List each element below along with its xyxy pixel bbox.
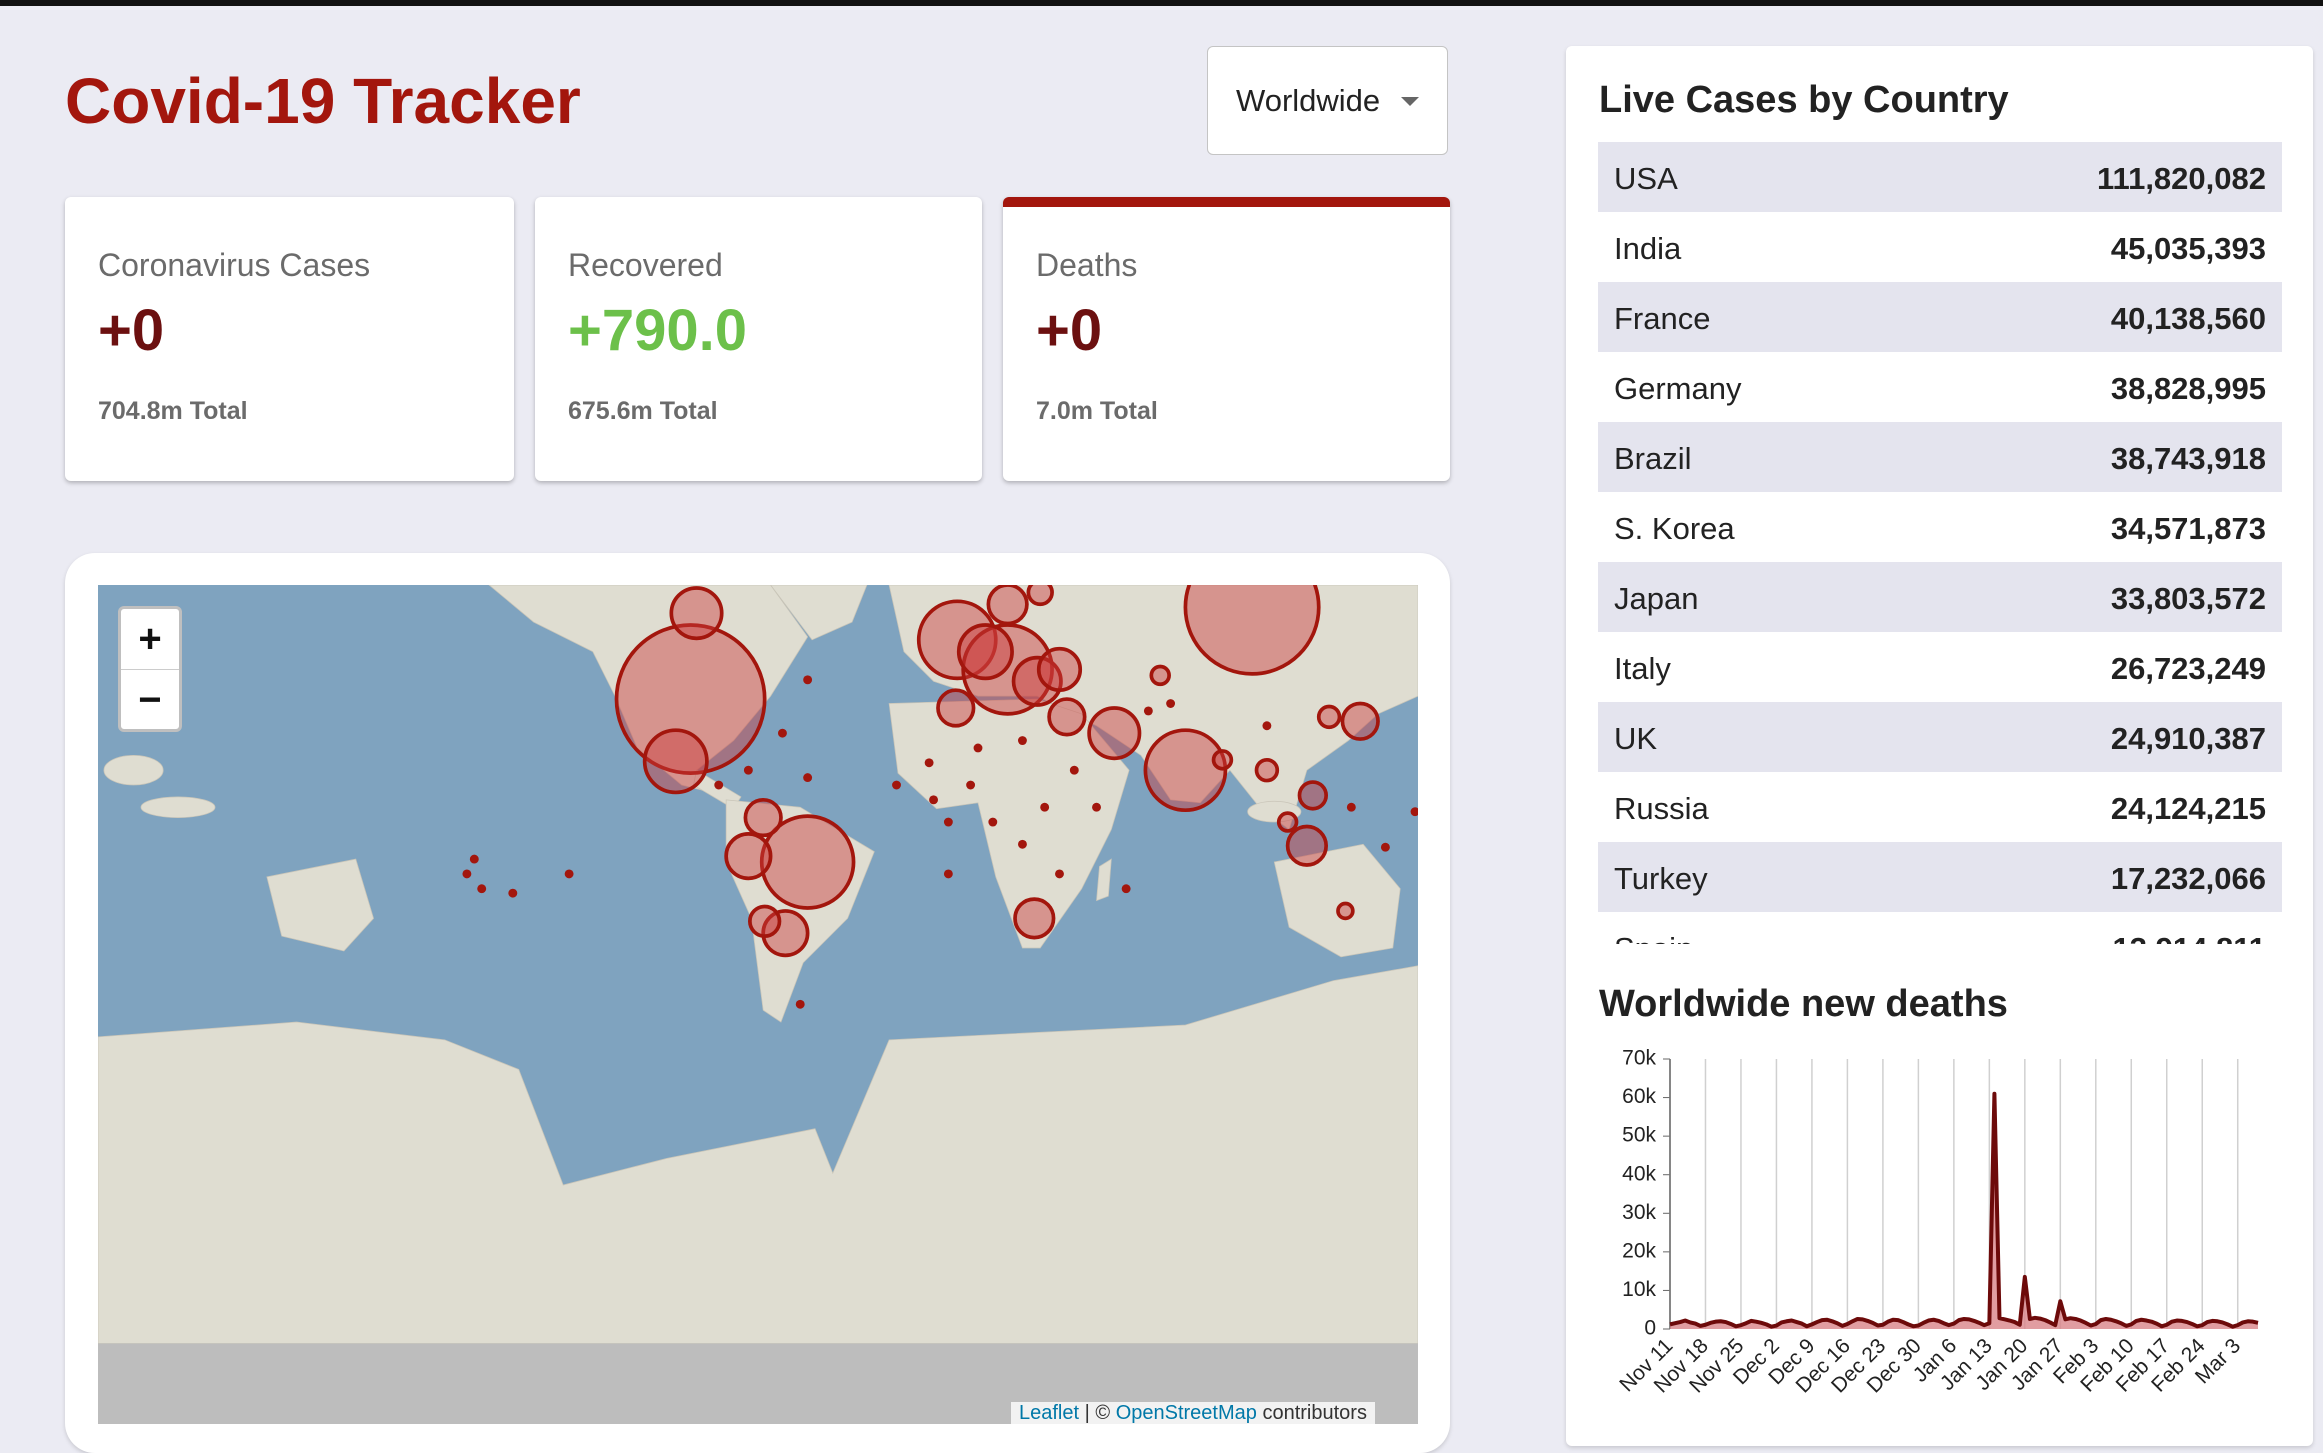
stat-card[interactable]: Recovered +790.0 675.6m Total	[535, 197, 982, 481]
line	[1669, 1091, 2259, 1329]
table-row: USA 111,820,082	[1598, 142, 2282, 212]
zoom-out-button[interactable]: −	[138, 678, 162, 722]
stat-card[interactable]: Deaths +0 7.0m Total	[1003, 197, 1450, 481]
case-count: 17,232,066	[2110, 861, 2266, 896]
case-count: 33,803,572	[2110, 581, 2266, 616]
stat-value: +0	[1036, 298, 1103, 363]
country-name: Japan	[1614, 581, 1699, 616]
table-row: S. Korea 34,571,873	[1598, 492, 2282, 562]
country-name: Italy	[1614, 651, 1671, 686]
y-tick-label: 50k	[1622, 1124, 1656, 1147]
case-count: 38,828,995	[2110, 371, 2266, 406]
stat-label: Recovered	[568, 247, 723, 283]
y-tick-label: 60k	[1622, 1085, 1656, 1108]
stat-value: +0	[98, 298, 165, 363]
stat-card[interactable]: Coronavirus Cases +0 704.8m Total	[65, 197, 514, 481]
land	[98, 585, 1418, 1344]
table-row: UK 24,910,387	[1598, 702, 2282, 772]
table-row: Turkey 17,232,066	[1598, 842, 2282, 912]
case-count: 40,138,560	[2110, 301, 2266, 336]
country-dropdown[interactable]: Worldwide	[1207, 46, 1448, 155]
country-name: Russia	[1614, 791, 1709, 826]
y-tick-label: 30k	[1622, 1201, 1656, 1224]
case-circles	[614, 585, 1380, 958]
y-tick-label: 10k	[1622, 1278, 1656, 1301]
country-name: Brazil	[1614, 441, 1692, 476]
app-title: Covid-19 Tracker	[65, 65, 581, 137]
stat-total: 675.6m Total	[568, 397, 718, 425]
zoom-in-button[interactable]: +	[121, 609, 179, 670]
case-count: 38,743,918	[2110, 441, 2266, 476]
map-attribution: Leaflet | © OpenStreetMap contributors	[1011, 1402, 1375, 1424]
attribution-text: contributors	[1262, 1402, 1367, 1424]
y-tick-label: 20k	[1622, 1239, 1656, 1262]
country-name: Turkey	[1614, 861, 1708, 896]
case-count: 24,910,387	[2110, 721, 2266, 756]
stat-value: +790.0	[568, 298, 748, 363]
country-name: India	[1614, 231, 1682, 266]
stat-label: Coronavirus Cases	[98, 247, 371, 283]
country-name: France	[1614, 301, 1711, 336]
country-name: USA	[1614, 161, 1678, 196]
attribution-separator: | ©	[1084, 1402, 1111, 1424]
top-bar	[0, 0, 2323, 6]
leaflet-link[interactable]: Leaflet	[1019, 1402, 1080, 1424]
table-title: Live Cases by Country	[1599, 79, 2009, 121]
table-row: France 40,138,560	[1598, 282, 2282, 352]
case-count: 13,914,811	[2113, 931, 2266, 944]
country-name: Germany	[1614, 371, 1742, 406]
table-row: Brazil 38,743,918	[1598, 422, 2282, 492]
country-name: Spain	[1614, 931, 1693, 944]
dropdown-value: Worldwide	[1236, 83, 1381, 118]
osm-link[interactable]: OpenStreetMap	[1115, 1402, 1257, 1424]
y-tick-label: 40k	[1622, 1162, 1656, 1185]
world-map[interactable]	[98, 585, 1418, 1424]
case-count: 45,035,393	[2110, 231, 2266, 266]
case-count: 24,124,215	[2110, 791, 2266, 826]
case-count: 111,820,082	[2097, 161, 2266, 196]
table-row: Japan 33,803,572	[1598, 562, 2282, 632]
y-tick-label: 70k	[1622, 1047, 1656, 1070]
zoom-control: + −	[118, 606, 182, 732]
country-name: UK	[1614, 721, 1658, 756]
y-tick-label: 0	[1644, 1317, 1656, 1340]
table-row: Russia 24,124,215	[1598, 772, 2282, 842]
case-dots	[462, 675, 1418, 1009]
table-row: Spain 13,914,811	[1598, 912, 2282, 944]
case-count: 34,571,873	[2110, 511, 2266, 546]
stat-total: 704.8m Total	[98, 397, 248, 425]
dropdown-caret	[1401, 97, 1419, 106]
table-row: Italy 26,723,249	[1598, 632, 2282, 702]
area	[1670, 1093, 2258, 1329]
stat-label: Deaths	[1036, 247, 1138, 283]
chart-title: Worldwide new deaths	[1599, 983, 2008, 1025]
table-row: Germany 38,828,995	[1598, 352, 2282, 422]
case-count: 26,723,249	[2110, 651, 2266, 686]
country-table[interactable]: USA 111,820,082 India 45,035,393 France 40,13…	[1598, 142, 2282, 944]
table-row: India 45,035,393	[1598, 212, 2282, 282]
stat-total: 7.0m Total	[1036, 397, 1158, 425]
country-name: S. Korea	[1614, 511, 1735, 546]
